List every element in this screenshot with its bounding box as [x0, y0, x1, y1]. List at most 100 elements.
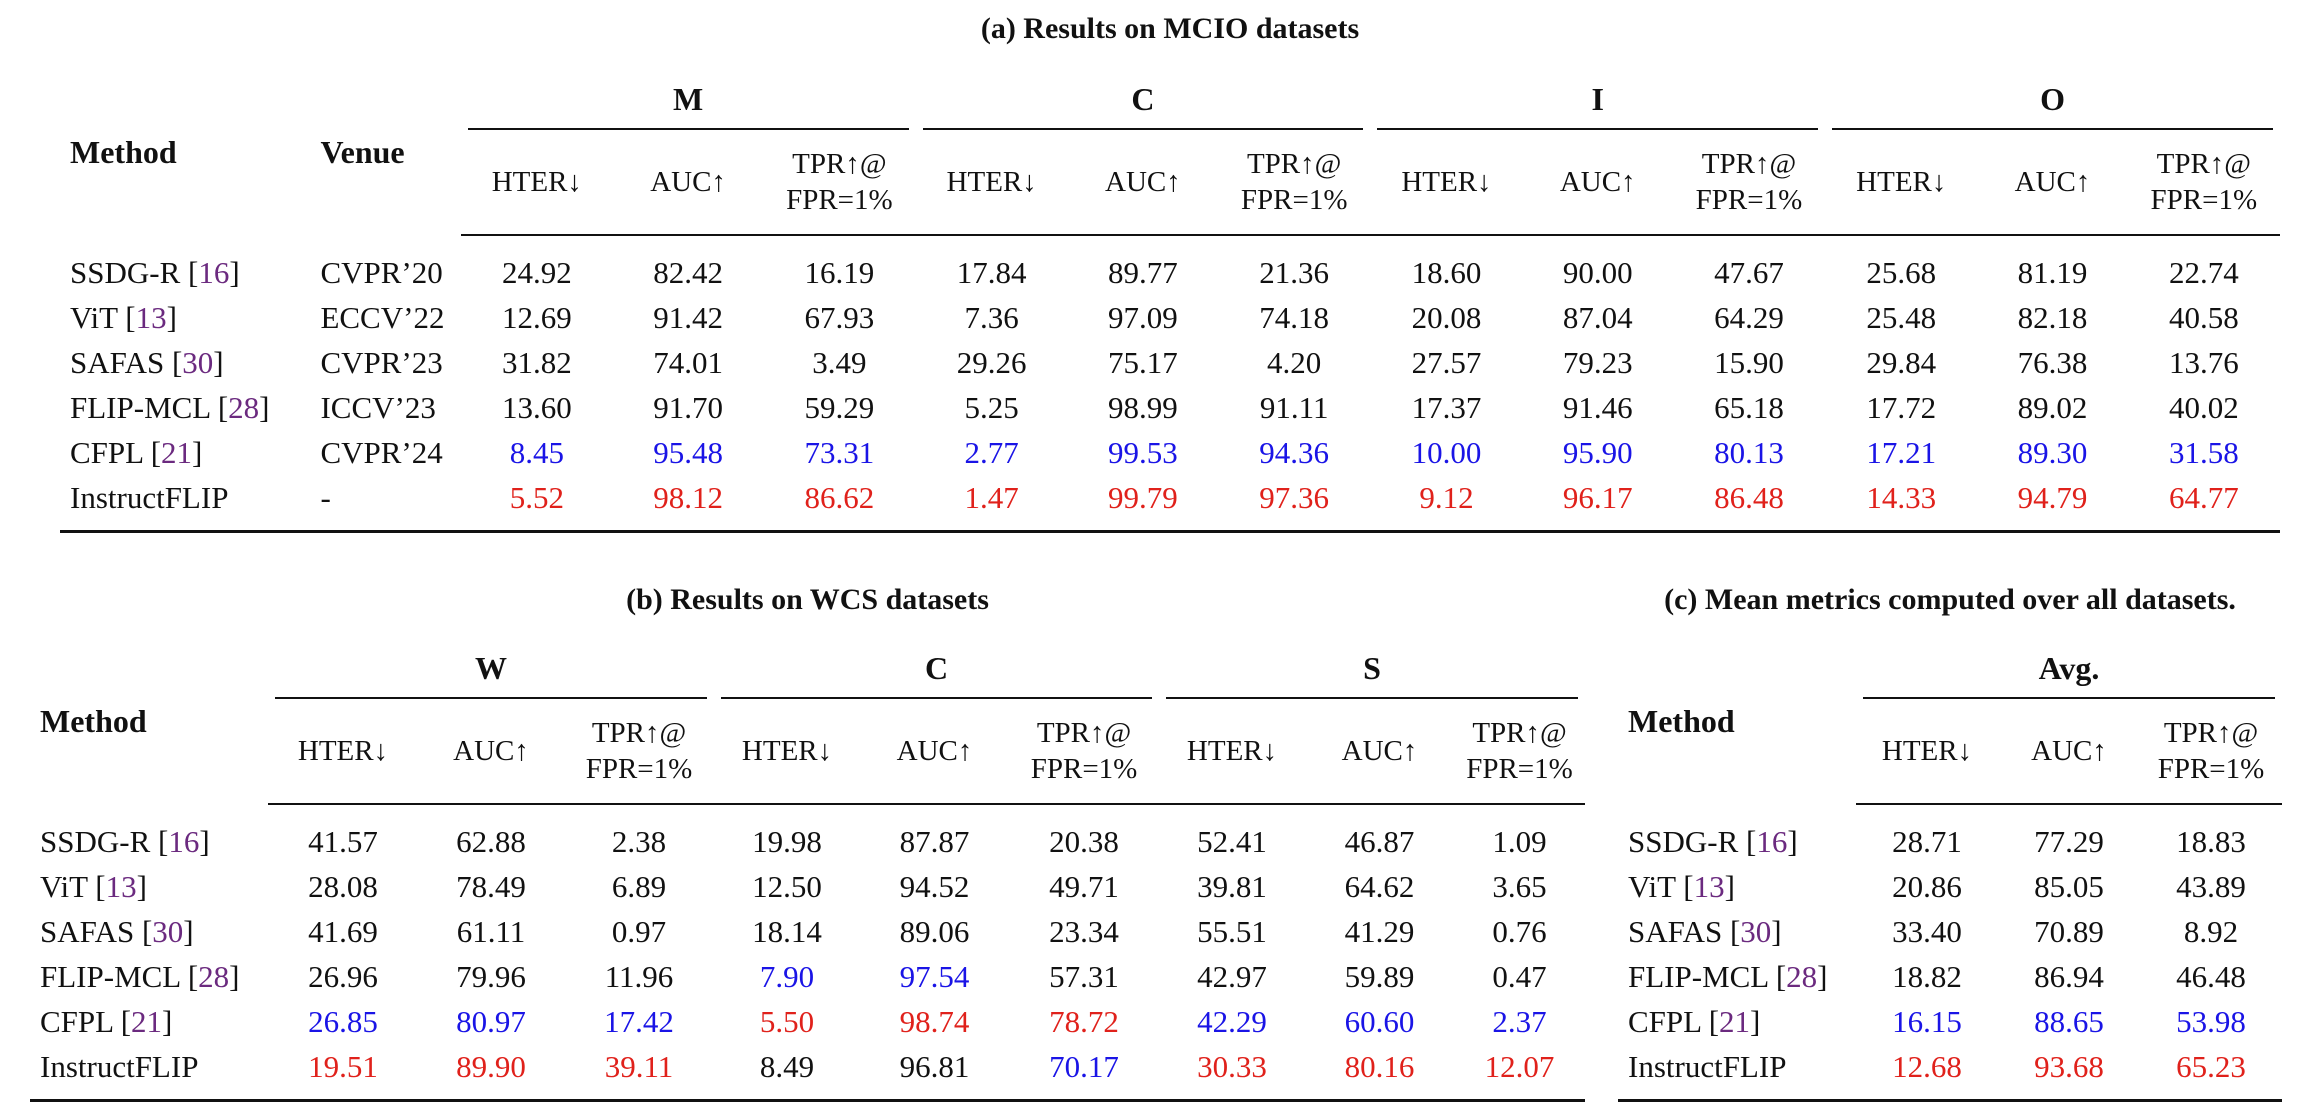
- method-name: CFPL: [40, 1004, 113, 1039]
- method-name-cell: CFPL [21]: [1628, 1004, 1761, 1039]
- hter-value-cell: 55.51: [1197, 914, 1267, 949]
- table-row: CFPL [21] CVPR’24 8.45 95.48 73.31 2.77 99.53 9…: [60, 430, 2280, 475]
- auc-value-cell: 74.01: [653, 345, 723, 380]
- tpr-value-cell: 11.96: [604, 959, 674, 994]
- auc-value-cell: 76.38: [2017, 345, 2088, 380]
- citation-ref: 13: [1693, 869, 1725, 904]
- auc-column-header: AUC↑: [860, 699, 1010, 805]
- auc-value-cell: 82.42: [653, 255, 723, 290]
- hter-value-cell: 42.29: [1197, 1004, 1267, 1039]
- hter-value-cell: 12.50: [752, 869, 822, 904]
- tpr-value-cell: 13.76: [2168, 345, 2239, 380]
- auc-value-cell: 93.68: [1998, 1044, 2140, 1102]
- auc-value-cell: 96.81: [860, 1044, 1010, 1102]
- method-header: Method: [40, 702, 147, 739]
- hter-value-cell: 5.50: [759, 1004, 815, 1039]
- tpr-column-header: TPR↑@ FPR=1%: [1218, 130, 1371, 236]
- method-name-cell: SSDG-R [16]: [40, 823, 210, 859]
- tpr-header-line2: FPR=1%: [1240, 184, 1348, 216]
- method-name: SAFAS: [70, 345, 165, 380]
- tpr-value-cell: 64.77: [2127, 475, 2280, 533]
- method-name: FLIP-MCL: [70, 390, 211, 425]
- group-header-s: S: [1159, 637, 1585, 699]
- citation-ref: 21: [161, 435, 193, 470]
- method-name: SAFAS: [1628, 914, 1723, 949]
- auc-column-header: AUC↑: [418, 699, 564, 805]
- auc-value-cell: 89.06: [899, 914, 970, 949]
- auc-value-cell: 75.17: [1108, 345, 1178, 380]
- citation-ref: 30: [152, 914, 184, 949]
- auc-column-header: AUC↑: [612, 130, 764, 236]
- hter-column-header: HTER↓: [1159, 699, 1306, 805]
- hter-value-cell: 39.81: [1197, 869, 1267, 904]
- citation-ref: 13: [135, 300, 167, 335]
- auc-value-cell: 91.42: [653, 300, 723, 335]
- table-row: InstructFLIP 19.51 89.90 39.11 8.49 96.81 70.1…: [30, 1044, 1585, 1102]
- method-name: CFPL: [1628, 1004, 1701, 1039]
- hter-value-cell: 31.82: [501, 345, 572, 380]
- hter-value-cell: 1.47: [915, 475, 1068, 533]
- tpr-header-line1: TPR↑@: [1246, 147, 1342, 180]
- tpr-value-cell: 15.90: [1714, 345, 1784, 380]
- method-name: SSDG-R: [70, 254, 181, 290]
- hter-value-cell: 28.08: [308, 869, 378, 904]
- auc-value-cell: 62.88: [456, 824, 526, 859]
- auc-value-cell: 94.52: [899, 869, 970, 904]
- hter-value-cell: 2.77: [964, 435, 1019, 470]
- method-name: ViT: [40, 869, 88, 904]
- hter-value-cell: 5.52: [460, 475, 613, 533]
- tpr-value-cell: 43.89: [2176, 869, 2246, 904]
- citation-ref: 28: [228, 390, 260, 425]
- method-name-cell: FLIP-MCL [28]: [70, 390, 270, 425]
- tpr-value-cell: 74.18: [1259, 300, 1330, 335]
- hter-value-cell: 24.92: [501, 255, 572, 290]
- table-row: SAFAS [30] CVPR’23 31.82 74.01 3.49 29.26 75.1…: [60, 340, 2280, 385]
- hter-value-cell: 12.68: [1856, 1044, 1998, 1102]
- hter-value-cell: 30.33: [1159, 1044, 1306, 1102]
- tpr-value-cell: 86.48: [1672, 475, 1826, 533]
- tpr-value-cell: 57.31: [1049, 959, 1119, 994]
- tpr-value-cell: 3.49: [812, 345, 867, 380]
- method-header: Method: [70, 133, 177, 170]
- table-b-caption: (b) Results on WCS datasets: [626, 583, 989, 616]
- tpr-value-cell: 47.67: [1714, 255, 1784, 290]
- table-row: CFPL [21] 16.15 88.65 53.98: [1618, 999, 2282, 1044]
- tpr-header-line1: TPR↑@: [1472, 716, 1567, 749]
- tpr-value-cell: 78.72: [1049, 1004, 1119, 1039]
- tpr-value-cell: 0.97: [611, 914, 667, 949]
- tpr-column-header: TPR↑@ FPR=1%: [2127, 130, 2280, 236]
- method-name-cell: ViT [13]: [1628, 869, 1735, 904]
- hter-value-cell: 8.45: [509, 435, 564, 470]
- tpr-value-cell: 97.36: [1218, 475, 1371, 533]
- group-header-c: C: [714, 637, 1160, 699]
- citation-ref: 28: [198, 959, 230, 994]
- hter-value-cell: 41.69: [308, 914, 378, 949]
- venue-cell: ECCV’22: [320, 300, 445, 335]
- auc-value-cell: 80.97: [456, 1004, 526, 1039]
- tpr-header-line1: TPR↑@: [591, 716, 687, 749]
- tpr-value-cell: 2.37: [1492, 1004, 1547, 1039]
- table-row: FLIP-MCL [28] 18.82 86.94 46.48: [1618, 954, 2282, 999]
- table-row: InstructFLIP -5.52 98.12 86.62 1.47 99.79 97.3…: [60, 475, 2280, 533]
- auc-value-cell: 89.02: [2017, 390, 2088, 425]
- hter-value-cell: 12.69: [501, 300, 572, 335]
- hter-value-cell: 17.72: [1866, 390, 1937, 425]
- tpr-value-cell: 39.11: [564, 1044, 715, 1102]
- auc-value-cell: 80.16: [1305, 1044, 1455, 1102]
- tpr-value-cell: 94.36: [1259, 435, 1330, 470]
- method-name-cell: SAFAS [30]: [70, 345, 224, 380]
- auc-value-cell: 79.96: [456, 959, 526, 994]
- citation-ref: 16: [168, 823, 200, 859]
- auc-column-header: AUC↑: [1067, 130, 1219, 236]
- metric-header-row: HTER↓ AUC↑ TPR↑@ FPR=1% HTER↓ AUC↑ TPR↑@ FPR=1%…: [60, 130, 2280, 236]
- tpr-value-cell: 8.92: [2183, 914, 2239, 949]
- hter-value-cell: 29.84: [1866, 345, 1937, 380]
- auc-value-cell: 81.19: [2017, 255, 2088, 290]
- table-row: ViT [13] 28.08 78.49 6.89 12.50 94.52 49.71 39.…: [30, 864, 1585, 909]
- auc-value-cell: 97.09: [1108, 300, 1178, 335]
- auc-value-cell: 82.18: [2017, 300, 2088, 335]
- method-name-cell: CFPL [21]: [70, 435, 203, 470]
- group-header-w: W: [268, 637, 715, 699]
- tpr-value-cell: 73.31: [804, 435, 875, 470]
- tpr-header-line1: TPR↑@: [2163, 716, 2259, 749]
